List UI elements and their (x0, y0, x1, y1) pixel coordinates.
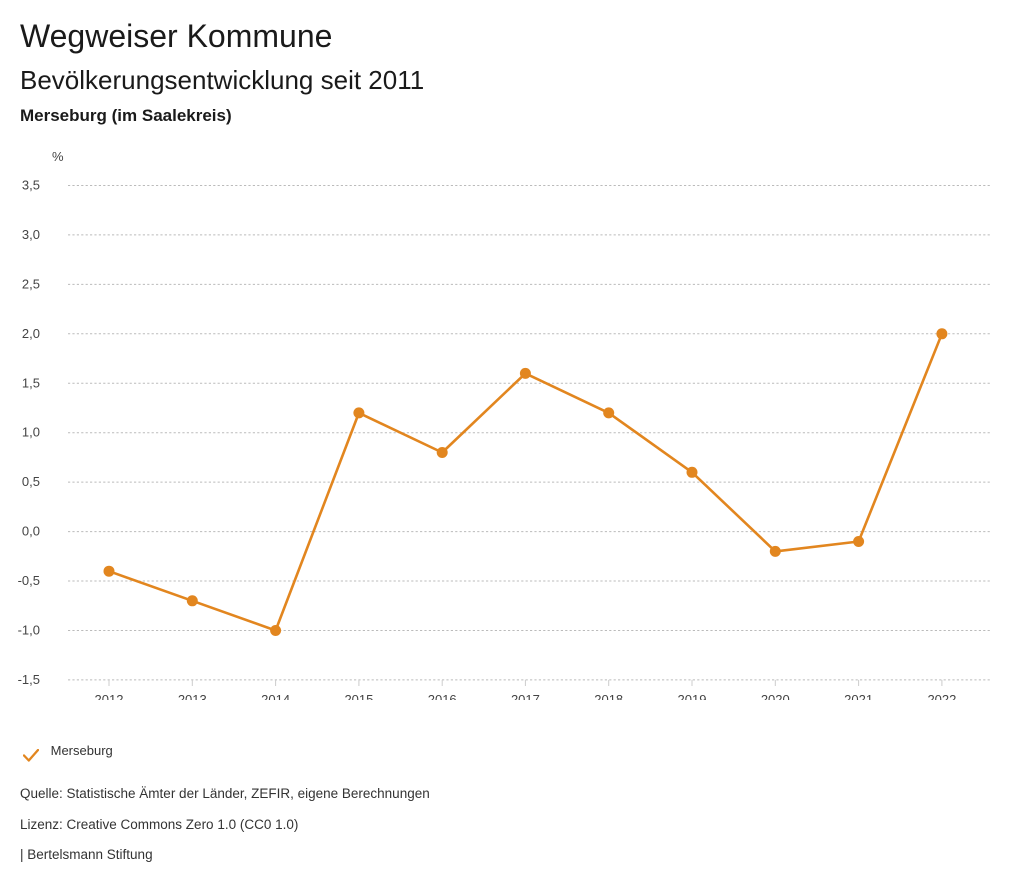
svg-text:2,5: 2,5 (22, 276, 40, 291)
svg-text:2020: 2020 (761, 692, 790, 700)
svg-text:3,0: 3,0 (22, 227, 40, 242)
svg-text:0,5: 0,5 (22, 474, 40, 489)
svg-text:-0,5: -0,5 (18, 573, 40, 588)
svg-text:0,0: 0,0 (22, 524, 40, 539)
svg-text:2012: 2012 (95, 692, 124, 700)
svg-text:1,5: 1,5 (22, 375, 40, 390)
svg-text:2016: 2016 (428, 692, 457, 700)
svg-text:-1,5: -1,5 (18, 672, 40, 687)
svg-text:-1,0: -1,0 (18, 623, 40, 638)
svg-text:%: % (52, 150, 64, 164)
svg-text:2013: 2013 (178, 692, 207, 700)
svg-text:2015: 2015 (344, 692, 373, 700)
svg-text:1,0: 1,0 (22, 425, 40, 440)
svg-text:2019: 2019 (678, 692, 707, 700)
svg-text:2022: 2022 (927, 692, 956, 700)
svg-text:2017: 2017 (511, 692, 540, 700)
svg-text:2,0: 2,0 (22, 326, 40, 341)
svg-text:2018: 2018 (594, 692, 623, 700)
svg-text:2014: 2014 (261, 692, 290, 700)
svg-text:3,5: 3,5 (22, 178, 40, 193)
svg-text:2021: 2021 (844, 692, 873, 700)
